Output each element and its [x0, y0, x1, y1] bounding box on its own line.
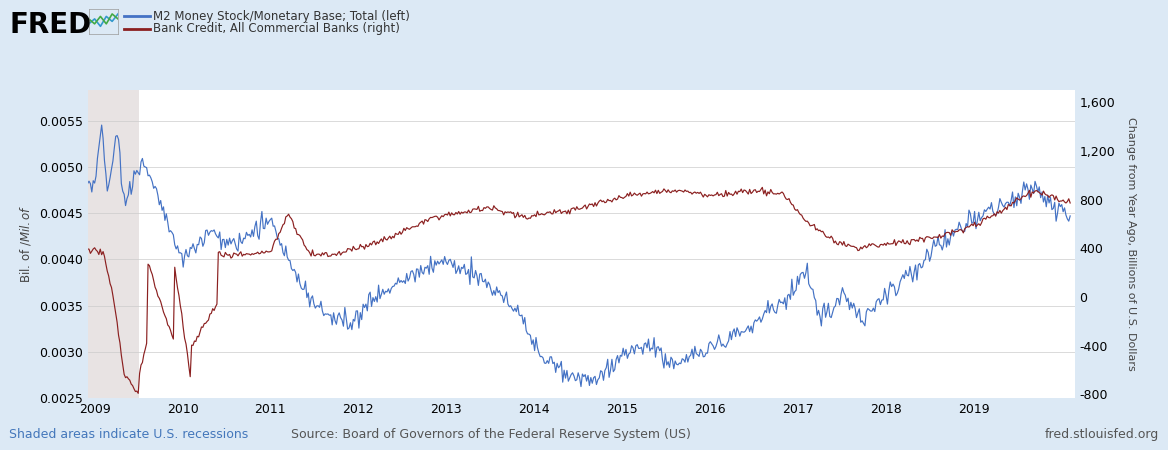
Text: M2 Money Stock/Monetary Base; Total (left): M2 Money Stock/Monetary Base; Total (lef…	[153, 10, 410, 22]
Y-axis label: Change from Year Ago, Billions of U.S. Dollars: Change from Year Ago, Billions of U.S. D…	[1126, 117, 1136, 371]
Text: Source: Board of Governors of the Federal Reserve System (US): Source: Board of Governors of the Federa…	[291, 428, 690, 441]
Text: Bank Credit, All Commercial Banks (right): Bank Credit, All Commercial Banks (right…	[153, 22, 399, 35]
Bar	[88, 90, 139, 398]
Text: Shaded areas indicate U.S. recessions: Shaded areas indicate U.S. recessions	[9, 428, 249, 441]
Text: FRED: FRED	[9, 11, 91, 39]
Y-axis label: Bil. of $/Mil. of $: Bil. of $/Mil. of $	[19, 205, 33, 284]
Text: fred.stlouisfed.org: fred.stlouisfed.org	[1044, 428, 1159, 441]
